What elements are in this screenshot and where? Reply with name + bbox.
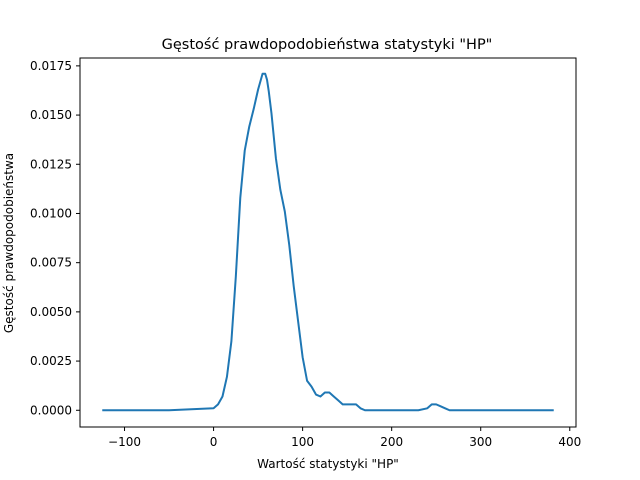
y-tick-label: 0.0100 bbox=[30, 206, 72, 220]
x-tick-label: 400 bbox=[558, 435, 581, 449]
x-axis-label: Wartość statystyki "HP" bbox=[257, 457, 399, 471]
y-tick-label: 0.0050 bbox=[30, 305, 72, 319]
y-tick-label: 0.0175 bbox=[30, 59, 72, 73]
plot-area bbox=[102, 72, 554, 412]
y-tick-label: 0.0125 bbox=[30, 157, 72, 171]
x-tick-label: 200 bbox=[380, 435, 403, 449]
y-axis: 0.0000 0.0025 0.0050 0.0075 0.0100 0.0125 0.01… bbox=[30, 59, 80, 417]
x-tick-label: 0 bbox=[210, 435, 218, 449]
chart-title: Gęstość prawdopodobieństwa statystyki "H… bbox=[162, 37, 493, 53]
y-tick-label: 0.0150 bbox=[30, 108, 72, 122]
x-tick-label: 300 bbox=[469, 435, 492, 449]
y-tick-label: 0.0000 bbox=[30, 403, 72, 417]
y-axis-label: Gęstość prawdopodobieństwa bbox=[2, 153, 16, 333]
x-tick-label: 100 bbox=[291, 435, 314, 449]
y-tick-label: 0.0025 bbox=[30, 354, 72, 368]
x-tick-label: −100 bbox=[108, 435, 141, 449]
plot-frame bbox=[79, 57, 577, 428]
density-line-0 bbox=[102, 72, 554, 412]
x-axis: −100 0 100 200 300 400 bbox=[108, 427, 581, 449]
y-tick-label: 0.0075 bbox=[30, 256, 72, 270]
